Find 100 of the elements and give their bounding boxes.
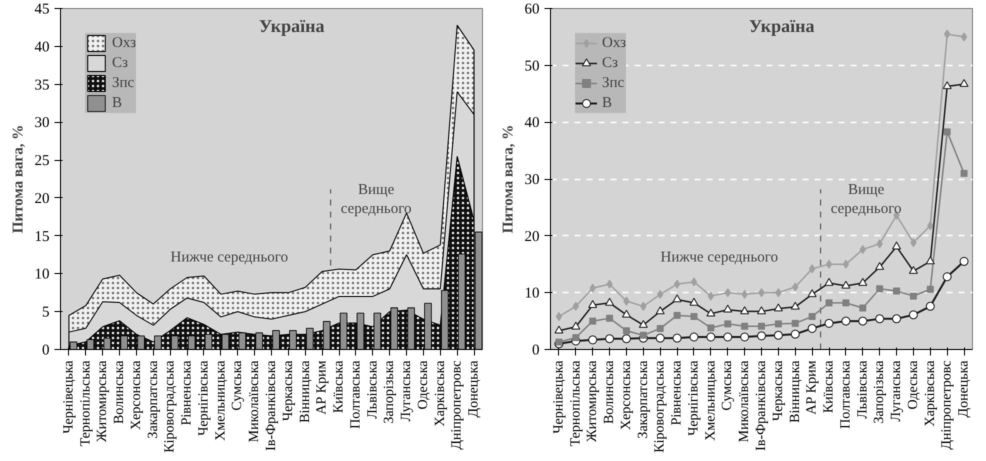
annotation: Вище середнього — [830, 182, 902, 218]
point — [842, 299, 850, 306]
point — [926, 302, 935, 311]
x-tick-label: Львівська — [365, 360, 380, 419]
point — [790, 302, 800, 310]
y-tick-label: 60 — [524, 2, 540, 18]
x-tick-label: Дніпропетровс — [940, 360, 955, 450]
y-tick-label: 30 — [524, 172, 540, 188]
point — [723, 332, 732, 342]
point — [555, 338, 562, 346]
legend-label: Сз — [112, 54, 129, 72]
point — [842, 260, 850, 269]
chart-title: Україна — [749, 16, 815, 36]
y-tick-label: 0 — [42, 342, 50, 358]
point — [758, 322, 765, 330]
y-axis-title: Питома вага, % — [500, 124, 516, 234]
x-tick-label: Кіровоградська — [162, 360, 178, 453]
x-tick-label: Закарпатська — [146, 360, 161, 439]
point — [841, 316, 850, 326]
x-tick-label: Чернігівська — [196, 360, 212, 436]
point — [908, 266, 918, 274]
point — [740, 306, 750, 314]
point — [960, 32, 968, 42]
y-tick-label: 25 — [34, 153, 50, 170]
x-tick-label: Запорізька — [382, 360, 398, 424]
x-tick-label: Миколаївська — [737, 360, 752, 442]
y-axis-title: Питома вага, % — [10, 124, 26, 234]
point — [622, 334, 631, 344]
point — [942, 81, 952, 90]
point — [808, 264, 816, 274]
point — [826, 260, 832, 269]
x-tick-label: Харківська — [922, 360, 938, 426]
point — [792, 320, 799, 327]
legend-label: Охз — [112, 34, 136, 52]
x-tick-label: Київська — [822, 360, 837, 414]
point — [808, 289, 817, 298]
point — [910, 292, 917, 300]
legend-label: Зпс — [602, 74, 624, 92]
point — [571, 322, 580, 330]
point — [960, 78, 969, 87]
point — [758, 288, 765, 298]
point — [706, 308, 716, 317]
x-tick-label: Чернівецька — [551, 360, 566, 434]
point — [808, 324, 817, 333]
annotation: Нижче середнього — [170, 249, 288, 266]
x-tick-label: Ів-Франківська — [264, 360, 279, 451]
legend-label: В — [602, 94, 614, 112]
x-tick-label: Житомирська — [585, 360, 600, 442]
point — [572, 334, 580, 342]
x-tick-label: Сумська — [230, 360, 246, 411]
point — [774, 303, 783, 312]
point — [808, 313, 816, 320]
annotation: Нижче середнього — [660, 249, 778, 266]
point — [826, 299, 833, 306]
point — [876, 285, 884, 292]
x-tick-label: Волинська — [602, 360, 618, 424]
point — [588, 335, 598, 344]
point — [908, 310, 918, 320]
point — [588, 300, 598, 308]
y-tick-label: 5 — [42, 304, 50, 321]
point — [605, 298, 614, 306]
point — [707, 324, 714, 332]
x-tick-label: Донецька — [466, 360, 482, 418]
x-tick-label: Ів-Франківська — [754, 360, 769, 451]
x-tick-label: Рівненська — [180, 360, 195, 426]
point — [556, 312, 562, 322]
x-tick-label: Херсонська — [618, 360, 634, 430]
point — [893, 287, 900, 294]
point — [724, 320, 732, 328]
x-tick-label: Харківська — [432, 360, 448, 426]
x-tick-label: Вінницька — [298, 360, 313, 423]
point — [926, 286, 934, 293]
point — [672, 334, 682, 343]
point — [841, 280, 850, 289]
point — [689, 332, 698, 342]
point — [622, 327, 630, 334]
point — [656, 324, 664, 332]
point — [554, 326, 564, 334]
x-tick-label: АР Крим — [314, 360, 330, 415]
y-tick-label: 10 — [34, 266, 50, 283]
annotation: Вище середнього — [340, 182, 412, 218]
point — [944, 128, 951, 136]
point — [824, 318, 834, 328]
x-tick-label: Миколаївська — [247, 360, 262, 442]
y-tick-label: 20 — [524, 228, 540, 245]
point — [638, 320, 648, 328]
x-tick-label: Дніпропетровс — [450, 360, 465, 450]
point — [876, 239, 883, 248]
point — [757, 306, 766, 314]
point — [689, 298, 698, 306]
point — [824, 278, 834, 286]
y-tick-label: 40 — [524, 115, 540, 132]
point — [859, 304, 866, 312]
x-tick-label: Житомирська — [95, 360, 110, 442]
x-tick-label: Львівська — [855, 360, 870, 419]
point — [605, 334, 614, 344]
point — [740, 332, 750, 342]
point — [656, 306, 665, 314]
point — [858, 278, 868, 286]
point — [606, 314, 614, 322]
